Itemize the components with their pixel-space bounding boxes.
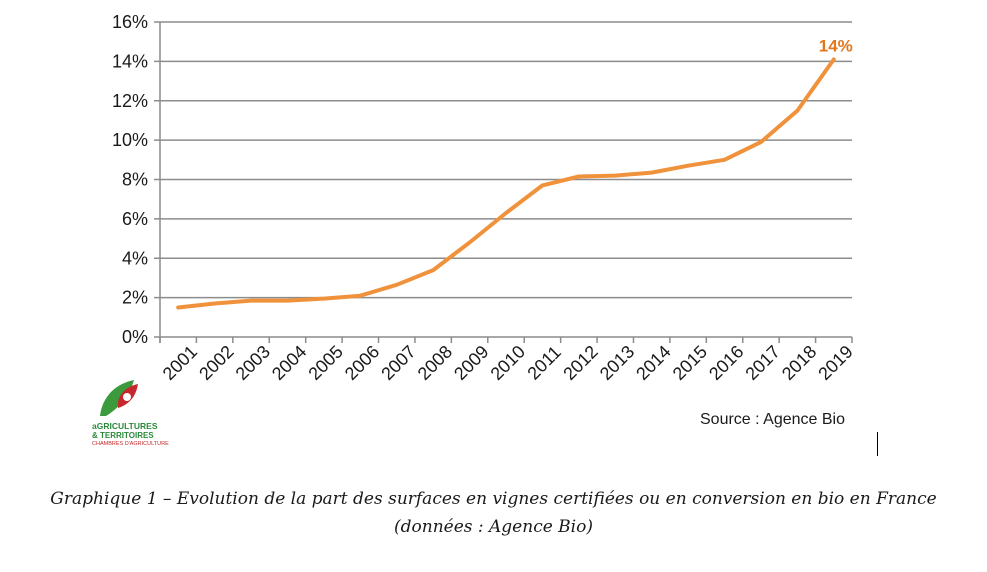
- x-tick-label: 2005: [304, 342, 346, 384]
- y-tick-label: 2%: [122, 288, 148, 308]
- data-labels: 14%: [819, 36, 853, 55]
- agricultures-territoires-logo: aGRICULTURES & TERRITOIRES CHAMBRES D'AG…: [88, 376, 169, 452]
- series-line: [176, 57, 836, 310]
- y-tick-label: 6%: [122, 209, 148, 229]
- logo-line-2: & TERRITOIRES: [92, 431, 154, 440]
- x-tick-label: 2009: [450, 342, 492, 384]
- text-cursor: [877, 432, 878, 456]
- x-tick-label: 2008: [414, 342, 456, 384]
- x-axis-ticks: 2001200220032004200520062007200820092010…: [159, 342, 857, 384]
- line-chart: 0% 2% 4% 6% 8% 10% 12% 14% 16% 20012002200320042…: [112, 12, 857, 384]
- x-tick-label: 2018: [778, 342, 820, 384]
- x-tick-label: 2003: [232, 342, 274, 384]
- x-tick-label: 2017: [741, 342, 783, 384]
- gridlines: [154, 21, 853, 343]
- source-note: Source : Agence Bio: [700, 411, 845, 428]
- y-tick-label: 8%: [122, 170, 148, 190]
- x-tick-label: 2016: [705, 342, 747, 384]
- x-tick-label: 2014: [632, 342, 674, 384]
- leaf-icon: [100, 380, 138, 416]
- y-tick-label: 12%: [112, 91, 148, 111]
- logo-line-3: CHAMBRES D'AGRICULTURE: [92, 441, 169, 447]
- x-tick-label: 2019: [814, 342, 856, 384]
- x-tick-label: 2015: [669, 342, 711, 384]
- y-tick-label: 0%: [122, 327, 148, 347]
- x-tick-label: 2002: [195, 342, 237, 384]
- x-tick-label: 2004: [268, 342, 310, 384]
- x-tick-label: 2011: [523, 342, 565, 384]
- y-axis-ticks: 0% 2% 4% 6% 8% 10% 12% 14% 16%: [112, 12, 148, 347]
- figure-caption: Graphique 1 – Evolution de la part des s…: [0, 485, 987, 541]
- y-tick-label: 10%: [112, 130, 148, 150]
- series-lines: [176, 57, 836, 310]
- x-tick-label: 2013: [596, 342, 638, 384]
- caption-line-1: Graphique 1 – Evolution de la part des s…: [50, 489, 937, 509]
- x-tick-label: 2012: [559, 342, 601, 384]
- end-value-label: 14%: [819, 36, 853, 55]
- x-tick-label: 2007: [377, 342, 419, 384]
- y-tick-label: 16%: [112, 12, 148, 32]
- y-tick-label: 4%: [122, 248, 148, 268]
- logo-line-1: aGRICULTURES: [92, 421, 158, 431]
- caption-line-2: (données : Agence Bio): [394, 517, 593, 537]
- y-tick-label: 14%: [112, 51, 148, 71]
- x-tick-label: 2006: [341, 342, 383, 384]
- x-tick-label: 2010: [487, 342, 529, 384]
